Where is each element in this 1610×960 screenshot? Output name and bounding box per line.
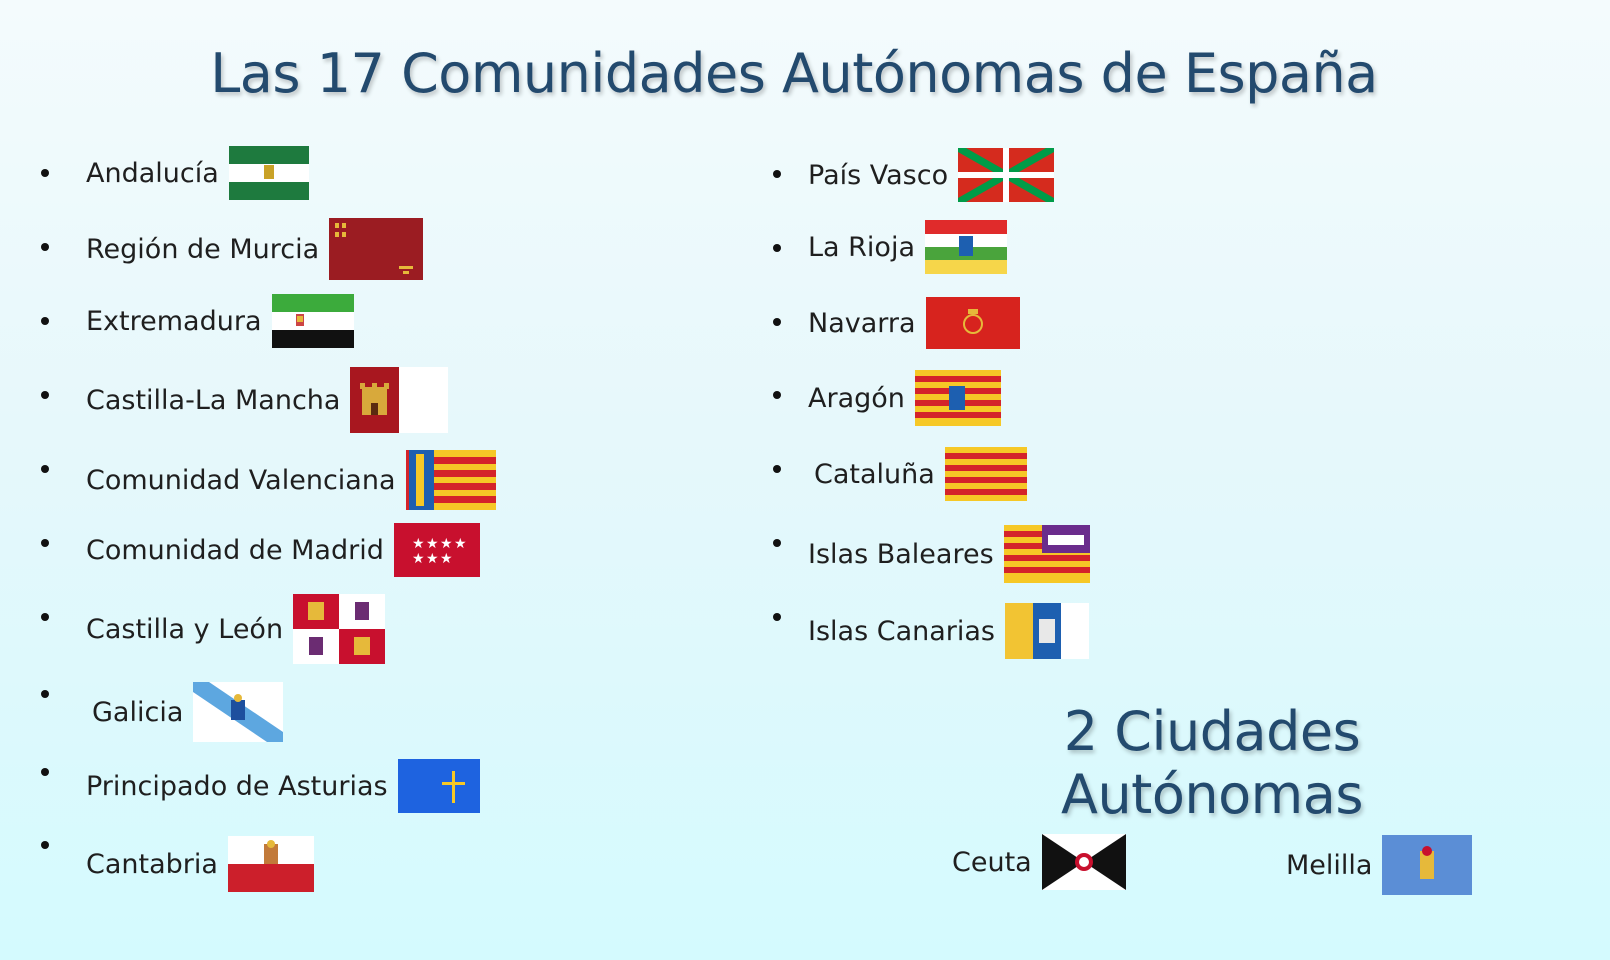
galicia-flag <box>193 682 284 742</box>
list-item: Cataluña <box>814 447 1027 501</box>
svg-text:★: ★ <box>426 551 439 567</box>
bullet <box>41 539 49 547</box>
svg-text:★: ★ <box>440 551 453 567</box>
bullet <box>773 539 781 547</box>
islas-canarias-flag <box>1005 603 1089 659</box>
list-item: País Vasco <box>808 148 1055 202</box>
bullet <box>41 465 49 473</box>
svg-text:★: ★ <box>440 536 453 552</box>
list-item: Andalucía <box>86 146 309 200</box>
page-title: Las 17 Comunidades Autónomas de España <box>210 42 1378 105</box>
city-name: Ceuta <box>952 846 1032 878</box>
cataluna-flag <box>944 447 1027 501</box>
community-name: Castilla-La Mancha <box>86 384 341 416</box>
navarra-flag <box>925 297 1020 349</box>
list-item: Comunidad Valenciana <box>86 450 496 510</box>
castilla-la-mancha-flag <box>350 367 449 433</box>
community-name: Cataluña <box>814 458 935 490</box>
madrid-flag: ★ ★ ★ ★ ★ ★ ★ <box>393 523 480 577</box>
castilla-y-leon-flag <box>293 594 386 664</box>
list-item: Islas Baleares <box>808 525 1090 583</box>
list-item: Comunidad de Madrid ★ ★ ★ ★ ★ ★ ★ <box>86 523 480 577</box>
list-item: Aragón <box>808 370 1001 426</box>
community-name: Andalucía <box>86 157 219 189</box>
bullet <box>41 391 49 399</box>
andalucia-flag <box>228 146 309 200</box>
community-name: Principado de Asturias <box>86 770 388 802</box>
community-name: Islas Baleares <box>808 538 994 570</box>
city-name: Melilla <box>1286 849 1373 881</box>
community-name: Islas Canarias <box>808 615 995 647</box>
community-name: Navarra <box>808 307 916 339</box>
bullet <box>41 613 49 621</box>
list-item: Galicia <box>92 682 284 742</box>
community-name: Aragón <box>808 382 905 414</box>
bullet <box>41 768 49 776</box>
bullet <box>41 169 49 177</box>
community-name: País Vasco <box>808 159 949 191</box>
bullet <box>773 244 781 252</box>
community-name: Región de Murcia <box>86 233 320 265</box>
list-item: Castilla-La Mancha <box>86 367 449 433</box>
cantabria-flag <box>227 836 314 892</box>
community-name: Galicia <box>92 696 184 728</box>
pais-vasco-flag <box>958 148 1055 202</box>
svg-text:★: ★ <box>454 536 467 552</box>
svg-text:★: ★ <box>412 551 425 567</box>
list-item: Melilla <box>1286 835 1473 895</box>
bullet <box>41 841 49 849</box>
community-name: Comunidad Valenciana <box>86 464 396 496</box>
list-item: Región de Murcia <box>86 218 424 280</box>
bullet <box>41 690 49 698</box>
la-rioja-flag <box>925 220 1007 274</box>
bullet <box>41 243 49 251</box>
list-item: Cantabria <box>86 836 314 892</box>
community-name: Castilla y León <box>86 613 284 645</box>
community-name: La Rioja <box>808 231 915 263</box>
valenciana-flag <box>405 450 496 510</box>
svg-text:★: ★ <box>426 536 439 552</box>
islas-baleares-flag <box>1003 525 1090 583</box>
community-name: Extremadura <box>86 305 262 337</box>
list-item: Castilla y León <box>86 594 386 664</box>
bullet <box>773 465 781 473</box>
community-name: Comunidad de Madrid <box>86 534 384 566</box>
community-name: Cantabria <box>86 848 218 880</box>
list-item: Navarra <box>808 297 1020 349</box>
bullet <box>773 391 781 399</box>
list-item: Islas Canarias <box>808 603 1089 659</box>
bullet <box>773 170 781 178</box>
svg-text:★: ★ <box>412 536 425 552</box>
list-item: Extremadura <box>86 294 354 348</box>
bullet <box>773 613 781 621</box>
extremadura-flag <box>271 294 354 348</box>
list-item: Principado de Asturias <box>86 759 480 813</box>
melilla-flag <box>1382 835 1473 895</box>
section-heading: 2 Ciudades Autónomas <box>1061 700 1363 826</box>
list-item: La Rioja <box>808 220 1007 274</box>
list-item: Ceuta <box>952 834 1126 890</box>
ceuta-flag <box>1041 834 1126 890</box>
aragon-flag <box>914 370 1001 426</box>
murcia-flag <box>329 218 424 280</box>
bullet <box>41 317 49 325</box>
bullet <box>773 318 781 326</box>
asturias-flag <box>397 759 480 813</box>
